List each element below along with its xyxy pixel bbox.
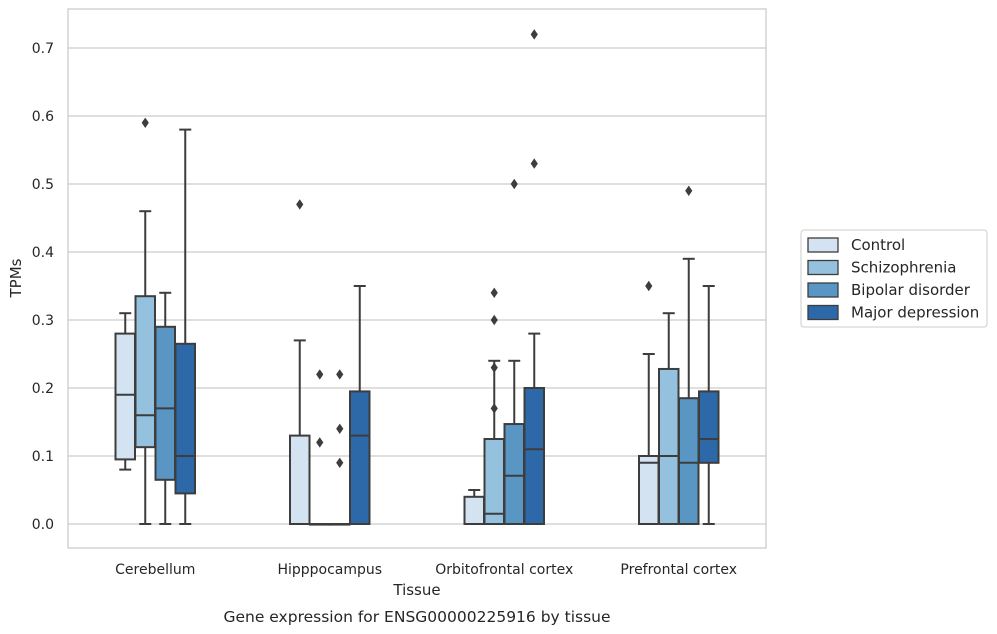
box-body: [658, 367, 680, 525]
box-body: [463, 495, 485, 525]
box-3-2: [678, 185, 700, 526]
box-body: [483, 438, 505, 525]
x-tick-labels: Cerebellum Hipppocampus Orbitofrontal cort…: [115, 562, 737, 578]
x-tick-label: Orbitofrontal cortex: [435, 562, 573, 578]
box-2-0: [463, 489, 485, 525]
y-tick-label: 0.0: [32, 517, 54, 533]
legend-label: Bipolar disorder: [851, 281, 971, 299]
legend-label: Schizophrenia: [851, 259, 956, 277]
box-3-0: [638, 280, 660, 525]
box-1-3: [349, 285, 371, 525]
box-body: [134, 295, 156, 449]
box-2-2: [503, 178, 525, 526]
legend-swatch: [807, 282, 839, 298]
box-body: [503, 423, 525, 526]
legend-swatch: [807, 237, 839, 253]
legend-label: Major depression: [851, 304, 979, 322]
x-tick-label: Hipppocampus: [277, 562, 382, 578]
outlier-point: [530, 158, 538, 169]
outlier-point: [490, 362, 498, 373]
y-tick-label: 0.3: [32, 313, 54, 329]
box-body: [154, 325, 176, 481]
box-body: [289, 434, 311, 526]
box-body: [114, 332, 136, 461]
y-tick-label: 0.6: [32, 109, 54, 125]
outlier-point: [510, 178, 518, 190]
box-body: [638, 455, 660, 525]
y-tick-label: 0.5: [32, 177, 54, 193]
box-1-1: [309, 369, 331, 526]
legend: Control Schizophrenia Bipolar disorder Majo…: [800, 229, 988, 328]
outlier-point: [490, 287, 498, 298]
outlier-point: [490, 314, 498, 326]
outlier-point: [336, 457, 344, 468]
box-1-0: [289, 199, 311, 526]
x-axis-label: Tissue: [392, 581, 440, 599]
box-2-1: [483, 287, 505, 525]
y-tick-label: 0.4: [32, 245, 54, 261]
plot-frame: [67, 8, 767, 549]
box-1-2: [329, 369, 351, 526]
box-2-3: [523, 29, 545, 525]
box-3-1: [658, 312, 680, 525]
legend-swatch: [807, 259, 839, 276]
legend-swatch: [807, 304, 839, 321]
x-tick-label: Prefrontal cortex: [620, 562, 737, 578]
box-body: [174, 342, 196, 495]
outlier-point: [316, 437, 324, 448]
box-3-3: [698, 285, 720, 525]
outlier-point: [141, 117, 149, 128]
box-layer: [114, 29, 720, 526]
outlier-point: [530, 29, 538, 40]
outlier-point: [296, 199, 304, 210]
outlier-point: [336, 423, 344, 434]
outlier-point: [685, 185, 693, 196]
y-tick-label: 0.1: [32, 449, 54, 465]
box-body: [523, 387, 545, 525]
y-axis-label: TPMs: [7, 258, 25, 298]
legend-frame: [800, 229, 988, 328]
box-body: [349, 390, 371, 525]
outlier-point: [336, 369, 344, 380]
figure-caption: Gene expression for ENSG00000225916 by t…: [223, 608, 610, 626]
box-0-2: [154, 291, 176, 525]
box-body: [698, 390, 720, 464]
box-0-3: [174, 128, 196, 525]
x-tick-label: Cerebellum: [115, 562, 195, 578]
y-tick-label: 0.7: [32, 41, 54, 57]
y-tick-labels: 0.0 0.1 0.2 0.3 0.4 0.5 0.6 0.7: [32, 41, 54, 533]
outlier-point: [645, 280, 653, 292]
box-0-0: [114, 312, 136, 471]
outlier-point: [490, 403, 498, 414]
y-tick-label: 0.2: [32, 381, 54, 397]
box-body: [678, 397, 700, 526]
outlier-point: [316, 369, 324, 380]
legend-label: Control: [851, 236, 905, 254]
box-0-1: [134, 117, 156, 525]
